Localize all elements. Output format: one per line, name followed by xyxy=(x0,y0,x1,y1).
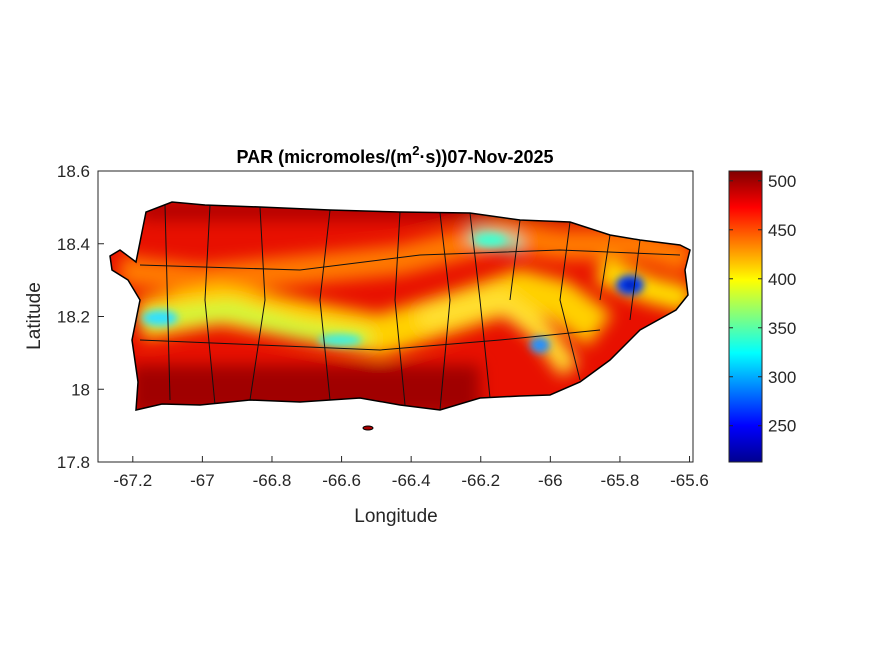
x-tick-label: -67.2 xyxy=(113,471,152,490)
x-tick-label: -65.6 xyxy=(670,471,709,490)
x-tick-label: -66.8 xyxy=(253,471,292,490)
colorbar-tick-label: 300 xyxy=(768,368,796,387)
colorbar-tick-label: 400 xyxy=(768,270,796,289)
municipality-boundaries xyxy=(139,204,681,410)
y-tick-label: 17.8 xyxy=(57,453,90,472)
y-tick-label: 18.6 xyxy=(57,162,90,181)
par-low-spots xyxy=(142,234,644,353)
y-tick-label: 18.4 xyxy=(57,235,90,254)
colorbar-gradient xyxy=(728,170,763,463)
x-tick-label: -66.6 xyxy=(322,471,361,490)
colorbar: 250 300 350 400 450 500 xyxy=(728,170,796,463)
x-axis: -67.2 -67 -66.8 -66.6 -66.4 -66.2 -66 -65.8 -65.… xyxy=(113,456,709,490)
island-caja-de-muertos xyxy=(362,425,374,431)
coastline xyxy=(109,201,691,411)
y-tick-label: 18.2 xyxy=(57,308,90,327)
par-map xyxy=(109,201,691,431)
par-variation-layer xyxy=(118,202,690,410)
colorbar-tick-label: 250 xyxy=(768,417,796,436)
y-axis-label: Latitude xyxy=(24,282,45,350)
y-tick-label: 18 xyxy=(71,380,90,399)
x-tick-label: -66.2 xyxy=(461,471,500,490)
colorbar-tick-label: 500 xyxy=(768,172,796,191)
x-axis-label: Longitude xyxy=(354,506,437,527)
colorbar-tick-label: 350 xyxy=(768,319,796,338)
x-tick-label: -67 xyxy=(190,471,215,490)
x-tick-label: -65.8 xyxy=(601,471,640,490)
y-axis: 17.8 18 18.2 18.4 18.6 xyxy=(57,162,104,472)
colorbar-ticks: 250 300 350 400 450 500 xyxy=(729,172,796,436)
colorbar-tick-label: 450 xyxy=(768,221,796,240)
chart-title: PAR (micromoles/(m2·s))07-Nov-2025 xyxy=(237,143,554,167)
x-tick-label: -66.4 xyxy=(392,471,431,490)
x-tick-label: -66 xyxy=(538,471,563,490)
